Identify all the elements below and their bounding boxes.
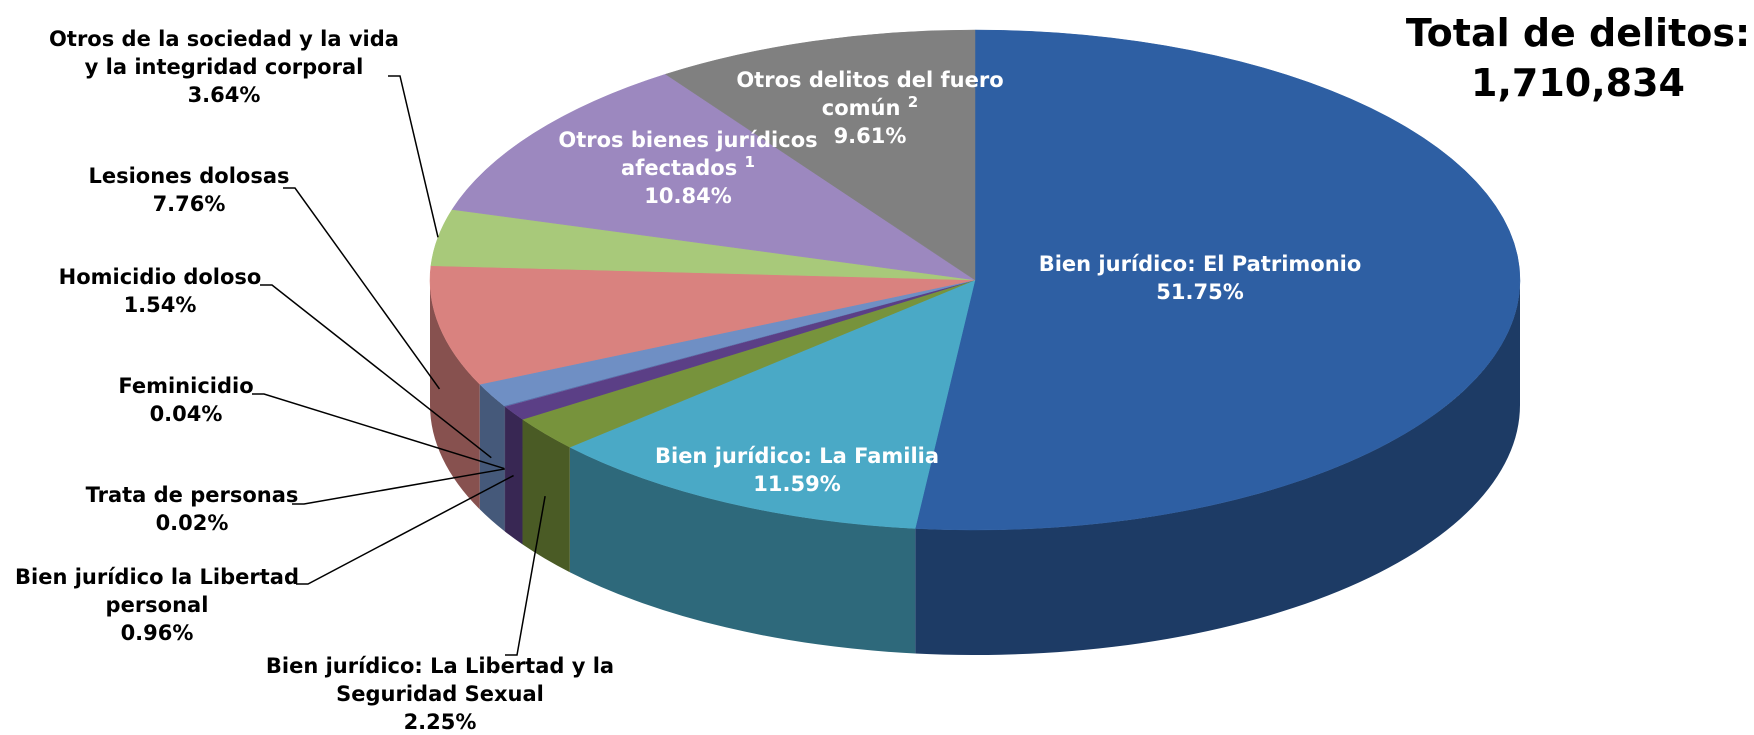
slice-value: 0.04% [149, 402, 223, 426]
leader-line [296, 474, 514, 585]
leader-line [292, 468, 505, 505]
slice-side [522, 419, 570, 573]
slice-side [479, 384, 504, 531]
slice-value: 0.02% [155, 511, 229, 535]
slice-name: Bien jurídico la Libertad personal [15, 565, 299, 617]
slice [664, 29, 976, 281]
slice-value: 7.76% [152, 192, 226, 216]
slice-name: Bien jurídico: La Libertad y la Segurida… [265, 654, 615, 706]
slice-label: Otros bienes jurídicos afectados 1 10.84% [553, 126, 823, 210]
slice [914, 29, 1521, 531]
slice-value: 51.75% [1156, 280, 1244, 304]
leader-line [388, 75, 439, 238]
footnote-mark: 2 [907, 93, 919, 111]
slice-label: Lesiones dolosas 7.76% [69, 162, 309, 218]
leader-line [252, 393, 505, 470]
slice-name: Homicidio doloso [58, 265, 262, 289]
slice-side [915, 280, 1520, 655]
slice [451, 73, 976, 281]
leader-line [505, 496, 546, 656]
leader-line [283, 187, 441, 390]
slice-value: 0.96% [120, 621, 194, 645]
slice [569, 279, 976, 529]
chart-title: Total de delitos: [1405, 11, 1751, 55]
slice-side [430, 280, 480, 510]
slice-value: 9.61% [833, 124, 907, 148]
slice-value: 3.64% [187, 83, 261, 107]
slice-name: Feminicidio [118, 374, 254, 398]
slice-name: Lesiones dolosas [88, 164, 290, 188]
slice-label: Bien jurídico la Libertad personal 0.96% [0, 563, 317, 647]
leader-line [260, 284, 492, 459]
slice-value: 10.84% [644, 184, 732, 208]
slice-value: 11.59% [753, 472, 841, 496]
slice-name: Bien jurídico: La Familia [654, 444, 940, 468]
slice-side [569, 447, 916, 654]
slice-name: Bien jurídico: El Patrimonio [1038, 252, 1362, 276]
chart-total: 1,710,834 [1471, 61, 1685, 105]
slice-name: Otros de la sociedad y la vida y la inte… [49, 27, 399, 79]
slice-label: Otros delitos del fuero común 2 9.61% [735, 66, 1005, 150]
slice-label: Homicidio doloso 1.54% [20, 263, 300, 319]
slice-name: Trata de personas [85, 483, 299, 507]
slice-label: Trata de personas 0.02% [42, 481, 342, 537]
slice-label: Otros de la sociedad y la vida y la inte… [39, 25, 409, 109]
slice [429, 265, 976, 385]
slice-label: Bien jurídico: La Libertad y la Segurida… [250, 652, 630, 735]
slice-value: 1.54% [123, 293, 197, 317]
slice-label: Feminicidio 0.04% [86, 372, 286, 428]
slice-label: Bien jurídico: La Familia 11.59% [617, 442, 977, 498]
slice-label: Bien jurídico: El Patrimonio 51.75% [1000, 250, 1400, 306]
slice-value: 2.25% [403, 710, 477, 734]
slice-name: Otros bienes jurídicos afectados [558, 128, 818, 180]
slice-name: Otros delitos del fuero común [736, 68, 1004, 120]
slice-side [505, 406, 523, 545]
footnote-mark: 1 [744, 153, 755, 171]
